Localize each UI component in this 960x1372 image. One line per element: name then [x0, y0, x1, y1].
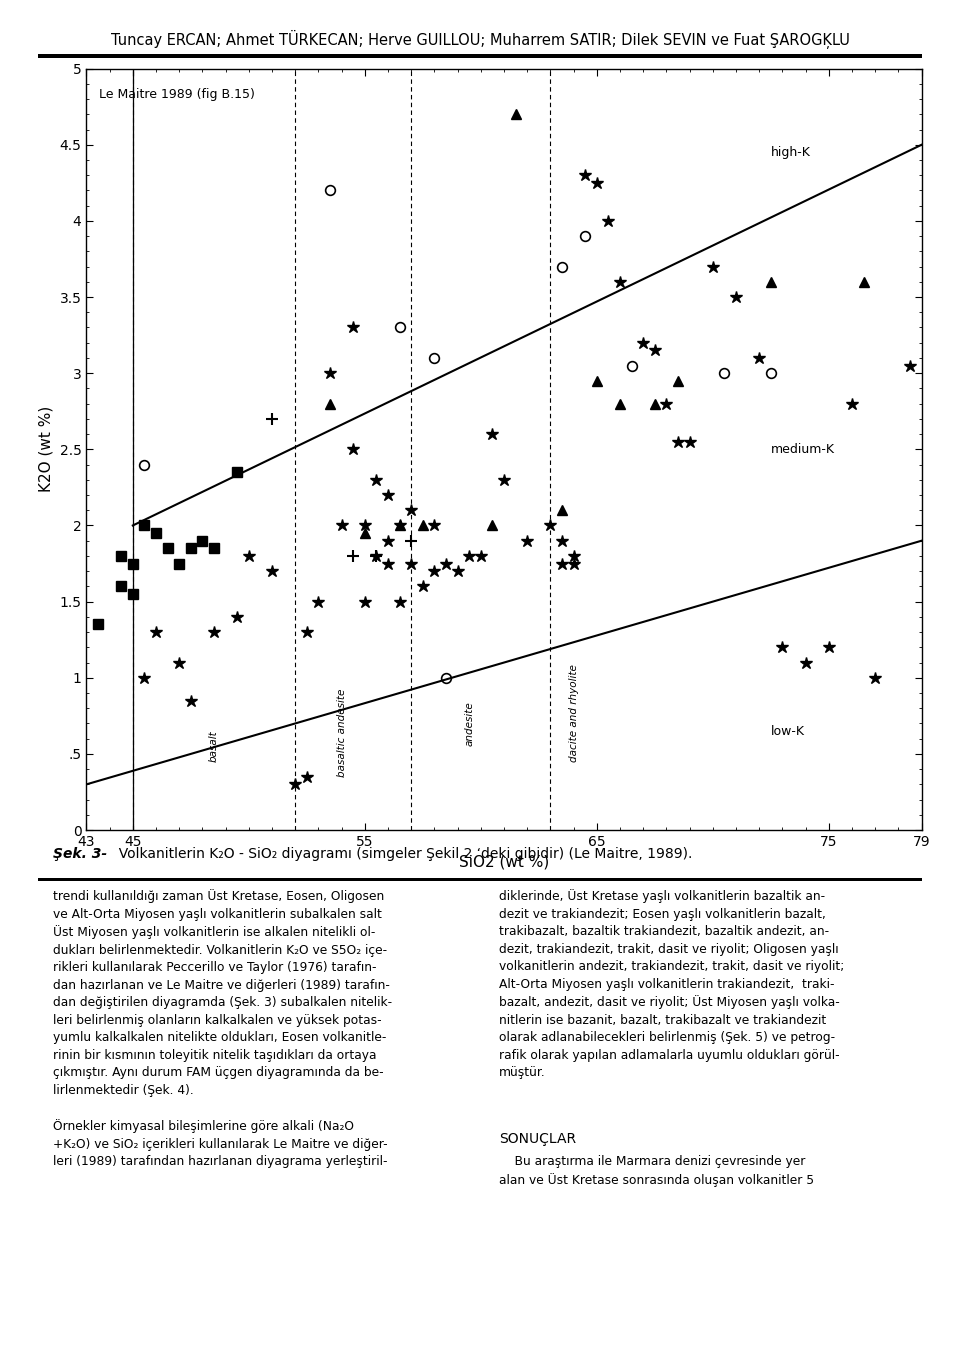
- Text: SONUÇLAR: SONUÇLAR: [499, 1132, 576, 1146]
- Text: diklerinde, Üst Kretase yaşlı volkanitlerin bazaltik an-
dezit ve trakiandezit; : diklerinde, Üst Kretase yaşlı volkanitle…: [499, 889, 845, 1098]
- Text: basaltic andesite: basaltic andesite: [337, 689, 347, 777]
- Text: Bu araştırma ile Marmara denizi çevresinde yer
alan ve Üst Kretase sonrasında ol: Bu araştırma ile Marmara denizi çevresin…: [499, 1155, 814, 1187]
- Text: trendi kullanıldığı zaman Üst Kretase, Eosen, Oligosen
ve Alt-Orta Miyosen yaşlı: trendi kullanıldığı zaman Üst Kretase, E…: [53, 889, 392, 1169]
- Text: Le Maitre 1989 (fig B.15): Le Maitre 1989 (fig B.15): [99, 88, 254, 100]
- X-axis label: SiO2 (wt %): SiO2 (wt %): [459, 855, 549, 870]
- Text: low-K: low-K: [771, 724, 804, 738]
- Text: high-K: high-K: [771, 145, 810, 159]
- Text: Şek. 3-: Şek. 3-: [53, 847, 107, 860]
- Text: dacite and rhyolite: dacite and rhyolite: [568, 664, 579, 761]
- Text: basalt: basalt: [209, 730, 219, 761]
- Text: medium-K: medium-K: [771, 443, 835, 456]
- Text: andesite: andesite: [465, 701, 474, 746]
- Y-axis label: K2O (wt %): K2O (wt %): [39, 406, 54, 493]
- Text: Volkanitlerin K₂O - SiO₂ diyagramı (simgeler Şekil 2 ‘deki gibidir) (Le Maitre, : Volkanitlerin K₂O - SiO₂ diyagramı (simg…: [110, 847, 693, 860]
- Text: Tuncay ERCAN; Ahmet TÜRKECAN; Herve GUILLOU; Muharrem SATIR; Dilek SEVIN ve Fuat: Tuncay ERCAN; Ahmet TÜRKECAN; Herve GUIL…: [110, 30, 850, 49]
